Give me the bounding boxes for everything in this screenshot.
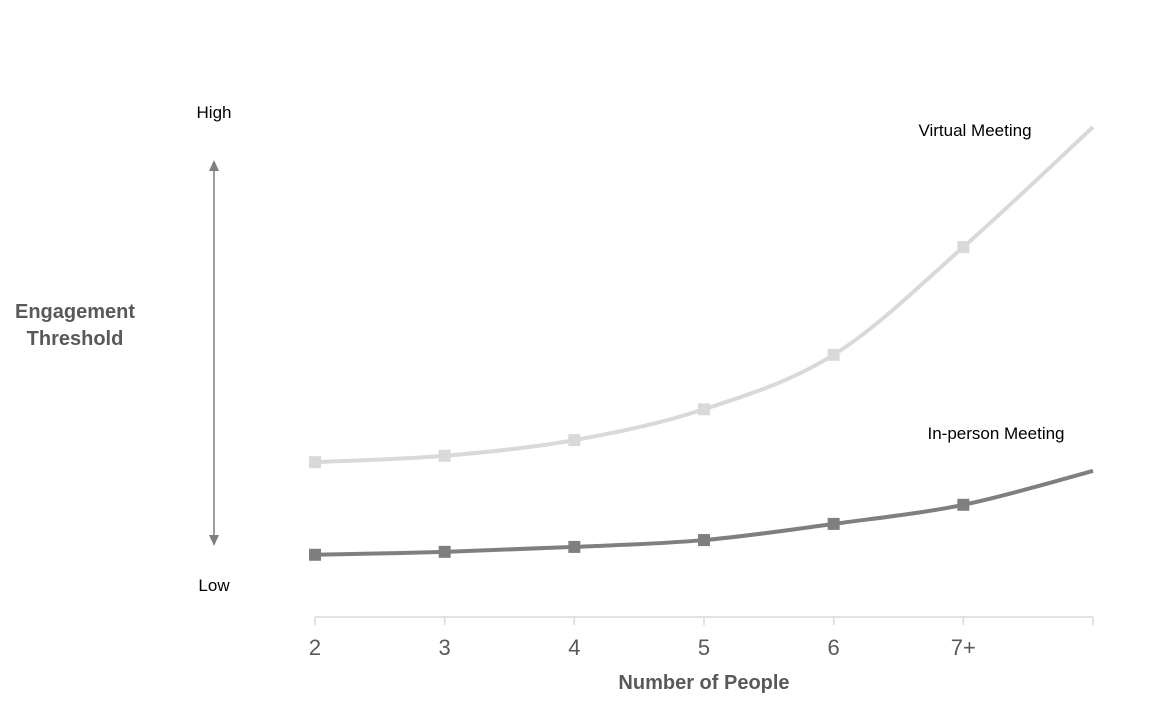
x-tick-label: 2 — [309, 635, 321, 660]
y-axis-title: Engagement Threshold — [15, 301, 135, 350]
virtual-meeting-marker — [568, 434, 581, 447]
in-person-meeting-marker — [957, 498, 970, 511]
x-tick-label: 3 — [439, 635, 451, 660]
virtual-meeting-label: Virtual Meeting — [918, 121, 1031, 140]
x-axis-title: Number of People — [618, 672, 789, 694]
in-person-meeting-label: In-person Meeting — [927, 424, 1064, 443]
virtual-meeting-marker — [309, 456, 321, 469]
arrow-down-icon — [209, 535, 219, 546]
y-low-label: Low — [198, 576, 230, 595]
in-person-meeting-marker — [309, 548, 321, 561]
arrow-up-icon — [209, 160, 219, 171]
x-tick-label: 6 — [828, 635, 840, 660]
in-person-meeting-marker — [698, 534, 710, 547]
virtual-meeting-marker — [957, 241, 970, 254]
x-tick-label: 5 — [698, 635, 710, 660]
in-person-meeting-marker — [827, 517, 840, 530]
x-tick-label: 4 — [568, 635, 580, 660]
y-high-label: High — [197, 103, 232, 122]
virtual-meeting-marker — [438, 449, 451, 462]
virtual-meeting-marker — [698, 403, 710, 416]
in-person-meeting-marker — [438, 545, 451, 558]
x-tick-label: 7+ — [951, 635, 976, 660]
virtual-meeting-marker — [827, 348, 840, 361]
in-person-meeting-marker — [568, 540, 581, 553]
